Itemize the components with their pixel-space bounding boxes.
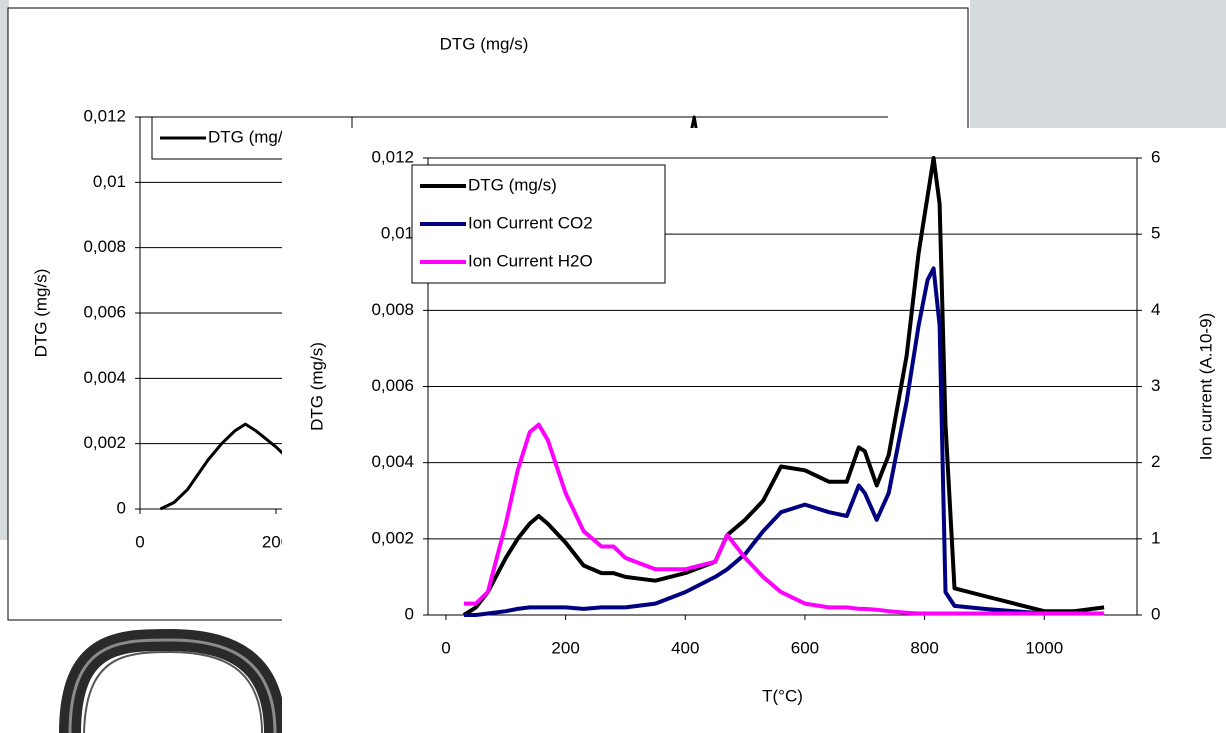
y-tick-label: 0: [117, 498, 126, 517]
x-axis-label: T(°C): [762, 686, 803, 705]
y-tick-label: 0,004: [371, 452, 414, 471]
x-tick-label: 800: [910, 638, 938, 657]
x-tick-label: 0: [441, 638, 450, 657]
y-tick-label: 0,008: [83, 237, 126, 256]
y2-tick-label: 5: [1151, 224, 1160, 243]
background-strip: [0, 0, 9, 540]
x-tick-label: 0: [135, 532, 144, 551]
y-tick-label: 0: [405, 604, 414, 623]
y-tick-label: 0,002: [83, 433, 126, 452]
y-tick-label: 0,004: [83, 368, 126, 387]
legend-label: DTG (mg/s): [208, 127, 297, 146]
x-tick-label: 400: [671, 638, 699, 657]
photo: [59, 628, 286, 733]
legend-label: Ion Current H2O: [468, 251, 593, 270]
legend-label: DTG (mg/s): [468, 175, 557, 194]
x-tick-label: 600: [791, 638, 819, 657]
y2-tick-label: 2: [1151, 452, 1160, 471]
y-axis-label: DTG (mg/s): [307, 342, 326, 431]
y-tick-label: 0,01: [381, 224, 414, 243]
y-tick-label: 0,012: [83, 106, 126, 125]
data-line: [462, 156, 1105, 617]
chart-title: DTG (mg/s): [440, 34, 529, 53]
y2-tick-label: 4: [1151, 300, 1160, 319]
y-tick-label: 0,006: [371, 376, 414, 395]
y2-axis-label: Ion current (A.10-9): [1196, 313, 1215, 460]
data-line: [463, 422, 1105, 616]
y-tick-label: 0,006: [83, 302, 126, 321]
y2-tick-label: 6: [1151, 147, 1160, 166]
y-tick-label: 0,01: [93, 172, 126, 191]
data-line: [463, 266, 1105, 617]
y-axis-label: DTG (mg/s): [31, 269, 50, 358]
y2-tick-label: 3: [1151, 376, 1160, 395]
background-panel: [970, 0, 1226, 128]
x-tick-label: 1000: [1025, 638, 1063, 657]
legend-label: Ion Current CO2: [468, 213, 593, 232]
y-tick-label: 0,012: [371, 147, 414, 166]
front-chart: 0 0,002 0,004 0,006 0,008 0,01 0,012 0 1 2 3 4 5 6 0 20…: [307, 147, 1215, 705]
x-tick-label: 200: [551, 638, 579, 657]
y2-tick-label: 1: [1151, 528, 1160, 547]
y-tick-label: 0,008: [371, 300, 414, 319]
y-tick-label: 0,002: [371, 528, 414, 547]
y2-tick-label: 0: [1151, 604, 1160, 623]
legend: DTG (mg/s) Ion Current CO2 Ion Current H2O: [411, 164, 666, 284]
